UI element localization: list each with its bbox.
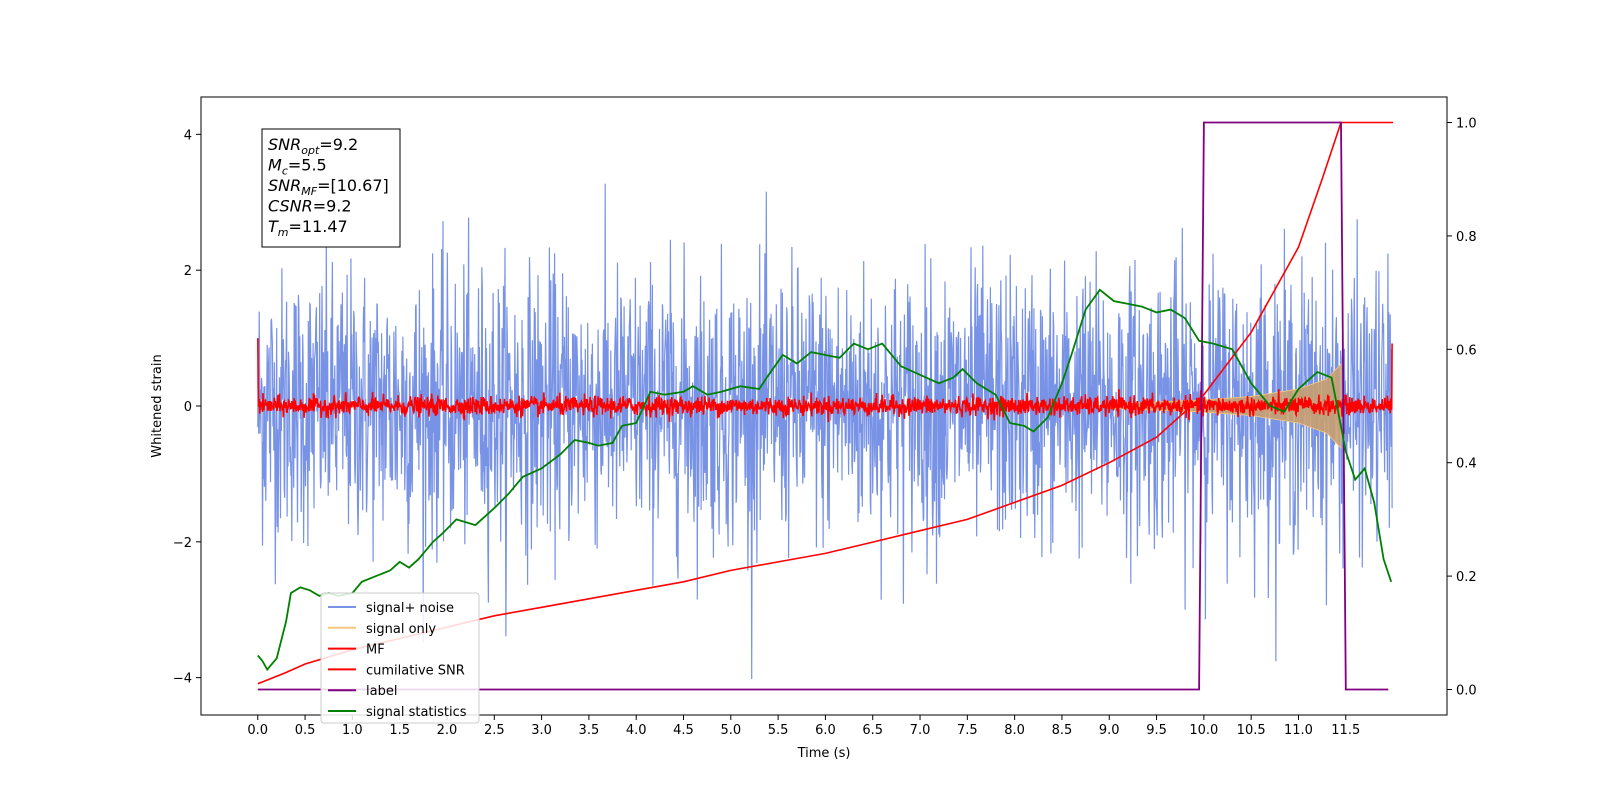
- annotation-line: SNRopt=9.2: [268, 135, 358, 157]
- annotation-box: SNRopt=9.2Mc=5.5SNRMF=[10.67]CSNR=9.2Tm=…: [261, 128, 401, 248]
- y-axis-right-ticks: 0.0 0.2 0.4 0.6 0.8 1.0: [1447, 117, 1477, 698]
- x-tick-label: 9.0: [1099, 723, 1120, 738]
- y-right-tick-label: 1.0: [1456, 117, 1477, 132]
- annotation-line: Tm=11.47: [268, 217, 348, 239]
- annotation-line: CSNR=9.2: [268, 197, 352, 216]
- x-tick-label: 7.5: [957, 723, 978, 738]
- x-tick-label: 6.0: [815, 723, 836, 738]
- y-tick-label: −2: [173, 536, 192, 551]
- x-tick-label: 3.0: [531, 723, 552, 738]
- x-tick-label: 3.5: [579, 723, 600, 738]
- y-right-tick-label: 0.6: [1456, 343, 1477, 358]
- series-layer: [257, 121, 1394, 691]
- legend-entry: cumilative SNR: [366, 663, 465, 678]
- x-axis-label: Time (s): [797, 746, 851, 761]
- x-tick-label: 1.5: [389, 723, 410, 738]
- y-tick-label: −4: [173, 672, 192, 687]
- y-tick-label: 0: [184, 400, 192, 415]
- x-tick-label: 1.0: [342, 723, 363, 738]
- legend-entry: signal+ noise: [366, 601, 454, 616]
- x-tick-label: 5.0: [720, 723, 741, 738]
- x-tick-label: 4.5: [673, 723, 694, 738]
- x-tick-label: 0.5: [295, 723, 316, 738]
- x-tick-label: 2.5: [484, 723, 505, 738]
- series-label: [257, 121, 1389, 691]
- x-tick-label: 10.5: [1237, 723, 1266, 738]
- x-tick-label: 9.5: [1146, 723, 1167, 738]
- y-right-tick-label: 0.0: [1456, 683, 1477, 698]
- x-tick-label: 5.5: [768, 723, 789, 738]
- x-tick-label: 0.0: [247, 723, 268, 738]
- x-tick-label: 7.0: [910, 723, 931, 738]
- annotation-line: Mc=5.5: [268, 156, 327, 178]
- x-tick-label: 4.0: [626, 723, 647, 738]
- y-axis-left-ticks: −4 −2 0 2 4: [173, 128, 201, 687]
- x-tick-label: 6.5: [862, 723, 883, 738]
- legend: signal+ noise signal only MF cumilative SNR…: [320, 592, 480, 724]
- y-axis-label: Whitened strain: [150, 354, 165, 457]
- y-tick-label: 2: [184, 264, 192, 279]
- x-axis-ticks: 0.0 0.5 1.0 1.5 2.0 2.5 3.0 3.5 4.0 4.5 5.0 5.5 6.0 6…: [247, 715, 1360, 738]
- series-mf: [257, 338, 1393, 423]
- x-tick-label: 11.0: [1284, 723, 1313, 738]
- y-right-tick-label: 0.8: [1456, 230, 1477, 245]
- annotation-line: SNRMF=[10.67]: [268, 176, 389, 198]
- legend-entry: label: [366, 684, 397, 699]
- y-right-tick-label: 0.2: [1456, 570, 1477, 585]
- legend-entry: MF: [366, 643, 385, 658]
- x-tick-label: 11.5: [1331, 723, 1360, 738]
- series-signal-noise: [257, 183, 1393, 680]
- x-tick-label: 8.5: [1052, 723, 1073, 738]
- legend-entry: signal statistics: [366, 705, 467, 720]
- y-right-tick-label: 0.4: [1456, 457, 1477, 472]
- x-tick-label: 8.0: [1004, 723, 1025, 738]
- series-signal-statistics: [257, 288, 1393, 672]
- y-tick-label: 4: [184, 128, 192, 143]
- x-tick-label: 10.0: [1189, 723, 1218, 738]
- x-tick-label: 2.0: [437, 723, 458, 738]
- legend-entry: signal only: [366, 622, 436, 637]
